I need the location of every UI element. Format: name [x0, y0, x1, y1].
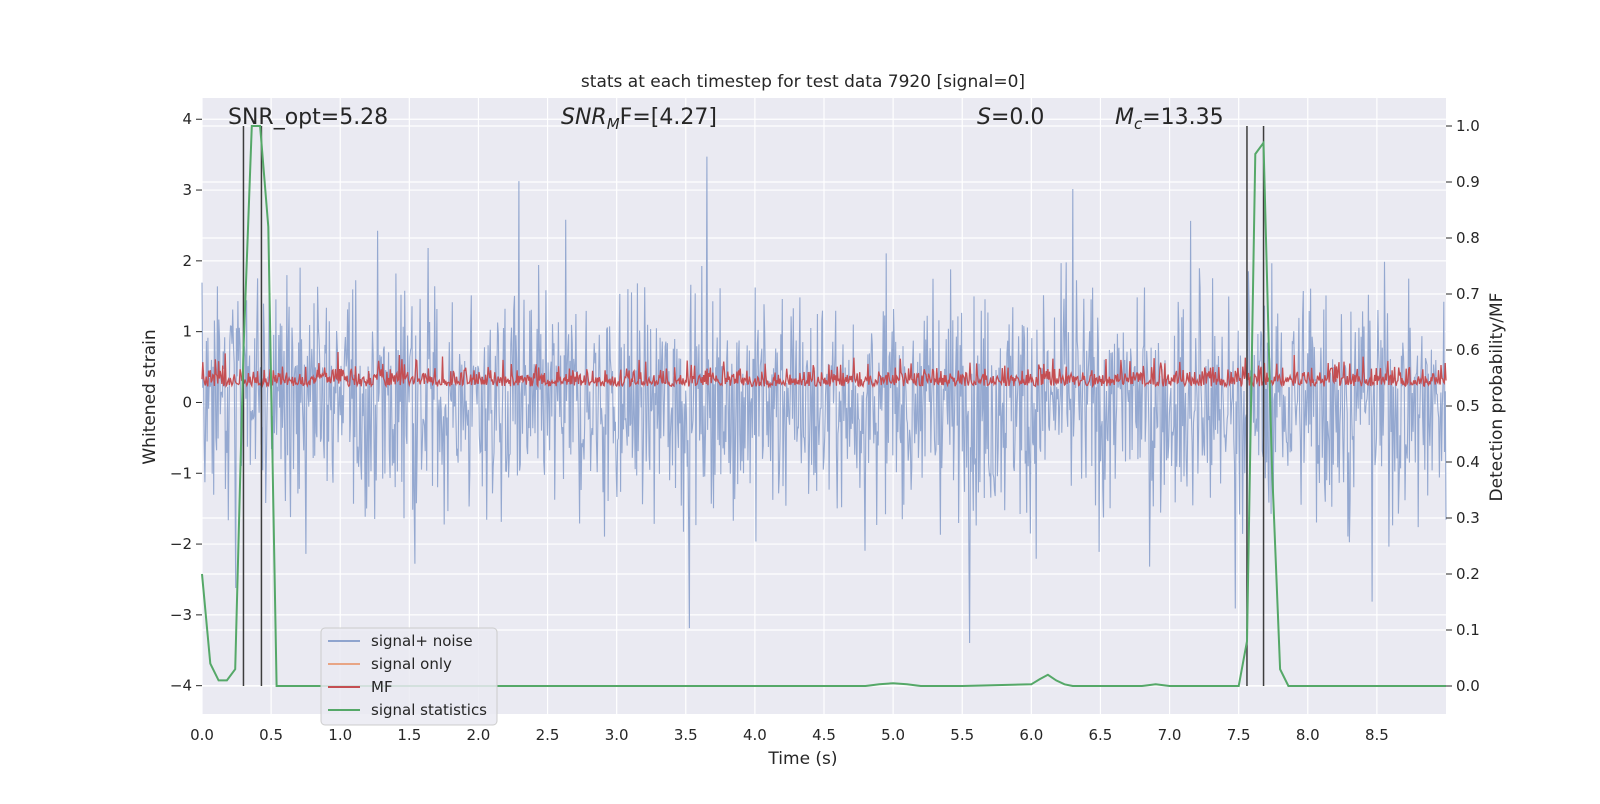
x-tick-label: 3.0 [605, 726, 629, 744]
legend-box [320, 627, 498, 726]
x-tick-label: 8.5 [1365, 726, 1389, 744]
signal-statistics-series [201, 125, 1446, 687]
right-y-tick-label: 0.7 [1456, 285, 1480, 303]
x-tick-label: 0.0 [190, 726, 214, 744]
x-tick-label: 4.5 [812, 726, 836, 744]
left-y-tick-label: −3 [170, 606, 192, 624]
x-tick-label: 3.5 [674, 726, 698, 744]
x-tick-label: 1.5 [397, 726, 421, 744]
left-y-tick-label: −4 [170, 677, 192, 695]
left-y-tick-label: −1 [170, 464, 192, 482]
x-tick-label: 2.5 [536, 726, 560, 744]
mc-base: M [1115, 105, 1134, 130]
right-y-axis-label: Detection probability/MF [1487, 293, 1507, 502]
right-y-tick-label: 0.0 [1456, 677, 1480, 695]
right-y-tick-label: 1.0 [1456, 117, 1480, 135]
right-y-tick-label: 0.8 [1456, 229, 1480, 247]
left-y-tick-label: 1 [182, 323, 192, 341]
x-tick-label: 5.0 [881, 726, 905, 744]
left-y-tick-labels: 4 3 2 1 0 −1 −2 −3 −4 [170, 110, 202, 695]
snr-opt-annotation: SNR_opt=5.28 [228, 105, 388, 130]
mf-line [201, 351, 1447, 389]
x-tick-label: 0.5 [259, 726, 283, 744]
right-y-tick-label: 0.5 [1456, 397, 1480, 415]
x-tick-label: 6.0 [1019, 726, 1043, 744]
x-tick-label: 8.0 [1296, 726, 1320, 744]
mf-series [201, 351, 1447, 389]
left-y-axis-label: Whitened strain [140, 329, 160, 464]
legend: signal+ noise signal only MF signal stat… [320, 627, 498, 726]
x-tick-label: 6.5 [1089, 726, 1113, 744]
signal-statistics-line [201, 125, 1446, 687]
legend-label-signal-only: signal only [371, 655, 452, 673]
signal-noise-line [201, 156, 1447, 644]
signal-noise-series [201, 156, 1447, 644]
left-y-tick-label: 2 [182, 252, 192, 270]
s-rest: =0.0 [991, 105, 1044, 130]
left-y-tick-label: −2 [170, 535, 192, 553]
x-tick-label: 7.0 [1158, 726, 1182, 744]
legend-label-signal-statistics: signal statistics [371, 701, 487, 719]
right-y-tick-label: 0.9 [1456, 173, 1480, 191]
mc-rest: =13.35 [1142, 105, 1223, 130]
x-tick-label: 2.0 [467, 726, 491, 744]
left-y-tick-label: 0 [182, 393, 192, 411]
right-y-tick-label: 0.6 [1456, 341, 1480, 359]
x-tick-label: 7.5 [1227, 726, 1251, 744]
s-annotation: S=0.0 [977, 105, 1044, 130]
x-axis-label: Time (s) [767, 749, 837, 769]
s-italic: S [977, 105, 991, 130]
snr-mf-rest: F=[4.27] [620, 105, 717, 130]
chart-title: stats at each timestep for test data 792… [581, 72, 1025, 92]
right-y-tick-label: 0.4 [1456, 453, 1480, 471]
mc-sub: c [1134, 115, 1143, 133]
left-y-tick-label: 4 [182, 110, 192, 128]
right-y-tick-label: 0.1 [1456, 621, 1480, 639]
x-tick-label: 5.5 [950, 726, 974, 744]
x-tick-label: 1.0 [328, 726, 352, 744]
snr-mf-base: SNR [561, 105, 607, 130]
snr-mf-sub: M [607, 115, 620, 133]
right-y-tick-labels: 1.0 0.9 0.8 0.7 0.6 0.5 0.4 0.3 0.2 0.1 0.0 [1446, 117, 1480, 695]
mc-annotation: Mc=13.35 [1115, 105, 1224, 133]
legend-label-signal-noise: signal+ noise [371, 632, 473, 650]
right-y-tick-label: 0.2 [1456, 565, 1480, 583]
left-y-tick-label: 3 [182, 181, 192, 199]
x-tick-label: 4.0 [743, 726, 767, 744]
right-y-tick-label: 0.3 [1456, 509, 1480, 527]
legend-label-mf: MF [371, 678, 393, 696]
snr-mf-annotation: SNRMF=[4.27] [561, 105, 717, 133]
x-tick-labels: 0.0 0.5 1.0 1.5 2.0 2.5 3.0 3.5 4.0 4.5 5.0 5.5 6.0 6… [190, 726, 1389, 744]
